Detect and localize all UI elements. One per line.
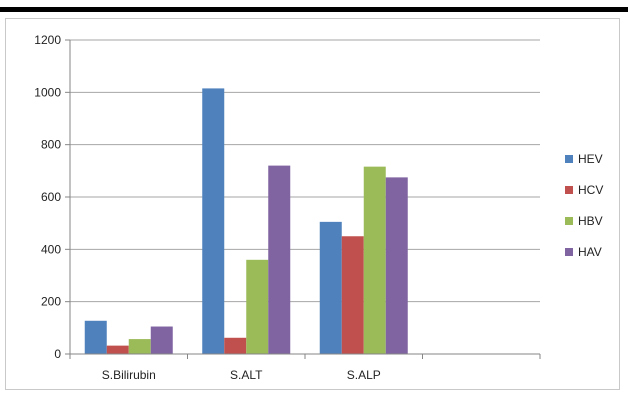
- bar-hev-s-bilirubin: [84, 320, 107, 354]
- y-axis-ticks: 0 200 400 600 800 1000 1200: [34, 33, 70, 361]
- legend-label-hcv: HCV: [578, 183, 603, 197]
- gridlines: [70, 39, 540, 303]
- bar-hcv-s-alt: [224, 337, 247, 354]
- legend-label-hav: HAV: [578, 245, 602, 259]
- y-tick-label: 800: [41, 138, 61, 152]
- y-tick-label: 200: [41, 295, 61, 309]
- y-tick-label: 1200: [34, 33, 61, 47]
- x-tick-label: S.ALP: [347, 368, 381, 382]
- y-tick-label: 0: [54, 347, 61, 361]
- legend-swatch-hav: [565, 248, 573, 256]
- y-tick-label: 600: [41, 190, 61, 204]
- bar-hav-s-alt: [268, 165, 291, 354]
- x-axis-ticks: S.Bilirubin S.ALT S.ALP: [69, 354, 541, 382]
- bar-hbv-s-bilirubin: [128, 339, 151, 354]
- bar-hcv-s-bilirubin: [106, 345, 129, 354]
- top-rule: [0, 7, 628, 12]
- bar-hcv-s-alp: [341, 236, 364, 354]
- legend: HEV HCV HBV HAV: [565, 152, 603, 259]
- bar-hbv-s-alp: [363, 166, 386, 354]
- x-tick-label: S.ALT: [230, 368, 263, 382]
- bar-hbv-s-alt: [246, 259, 269, 354]
- legend-swatch-hbv: [565, 217, 573, 225]
- legend-label-hev: HEV: [578, 152, 603, 166]
- legend-swatch-hcv: [565, 186, 573, 194]
- x-tick-label: S.Bilirubin: [102, 368, 156, 382]
- bar-hav-s-bilirubin: [150, 326, 173, 354]
- legend-label-hbv: HBV: [578, 214, 603, 228]
- chart-frame: [5, 18, 620, 390]
- y-tick-label: 1000: [34, 85, 61, 99]
- bar-hev-s-alt: [202, 88, 225, 355]
- bars: [84, 88, 408, 355]
- bar-hev-s-alp: [319, 221, 342, 354]
- y-tick-label: 400: [41, 242, 61, 256]
- legend-swatch-hev: [565, 155, 573, 163]
- bar-hav-s-alp: [385, 177, 408, 354]
